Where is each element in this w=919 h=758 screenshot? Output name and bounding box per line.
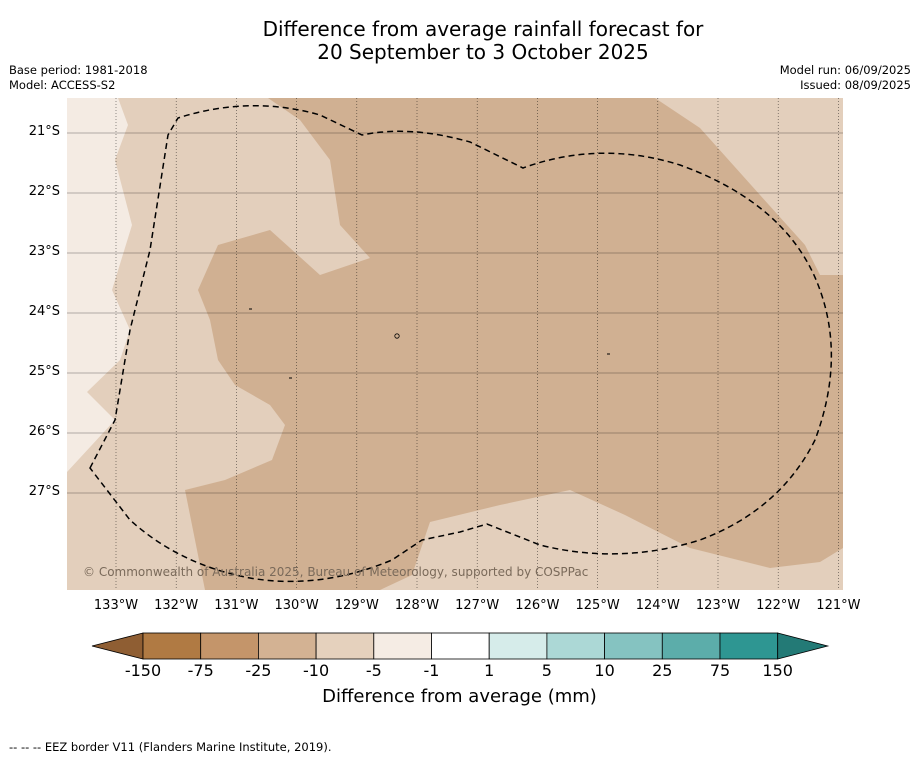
title-line-2: 20 September to 3 October 2025: [317, 40, 649, 64]
colorbar-tick-label: -75: [187, 661, 214, 680]
graticule: [67, 98, 843, 590]
title-line-1: Difference from average rainfall forecas…: [262, 17, 704, 41]
latitude-label: 24°S: [28, 304, 60, 319]
colorbar: [91, 632, 830, 660]
eez-footnote: -- -- -- EEZ border V11 (Flanders Marine…: [9, 740, 332, 754]
longitude-label: 128°W: [394, 598, 440, 613]
colorbar-tick-label: 10: [594, 661, 615, 680]
longitude-label: 133°W: [93, 598, 139, 613]
colorbar-tick-label: -25: [245, 661, 272, 680]
latitude-label: 26°S: [28, 424, 60, 439]
eez-border: [89, 104, 833, 583]
base-period: Base period: 1981-2018: [9, 63, 148, 77]
issued-date: Issued: 08/09/2025: [800, 78, 911, 92]
longitude-label: 122°W: [756, 598, 801, 613]
meta-right: Model run: 06/09/2025 Issued: 08/09/2025: [780, 63, 911, 93]
colorbar-tick-label: -150: [124, 661, 162, 680]
colorbar-swatch: [200, 632, 259, 660]
colorbar-tick-label: 25: [652, 661, 673, 680]
longitude-label: 123°W: [695, 598, 741, 613]
longitude-label: 132°W: [154, 598, 199, 613]
colorbar-tick-label: 1: [484, 661, 495, 680]
colorbar-tick-label: -1: [423, 661, 440, 680]
meta-left: Base period: 1981-2018 Model: ACCESS-S2: [9, 63, 148, 93]
colorbar-swatch: [315, 632, 375, 660]
colorbar-extend-low: [91, 632, 144, 660]
colorbar-tick-label: 5: [541, 661, 552, 680]
colorbar-swatch: [142, 632, 202, 660]
colorbar-swatch: [719, 632, 779, 660]
model-run: Model run: 06/09/2025: [779, 63, 911, 77]
region-minus25-to-minus10: [185, 98, 843, 590]
colorbar-tick-label: 75: [709, 661, 731, 680]
colorbar-swatch: [257, 632, 317, 660]
colorbar-title: Difference from average (mm): [322, 686, 597, 707]
map-title: Difference from average rainfall forecas…: [0, 18, 919, 64]
copyright-text: © Commonwealth of Australia 2025, Bureau…: [83, 565, 589, 579]
latitude-label: 22°S: [28, 184, 60, 199]
longitude-label: 129°W: [334, 598, 379, 613]
longitude-label: 131°W: [214, 598, 259, 613]
colorbar-swatch: [661, 632, 721, 660]
latitude-label: 21°S: [28, 124, 60, 139]
colorbar-swatch: [431, 632, 490, 660]
colorbar-tick-label: 150: [762, 661, 793, 680]
colorbar-swatch: [373, 632, 432, 660]
model-name: Model: ACCESS-S2: [9, 78, 116, 92]
colorbar-swatch: [604, 632, 663, 660]
longitude-label: 126°W: [515, 598, 560, 613]
latitude-label: 23°S: [28, 244, 60, 259]
latitude-label: 27°S: [28, 484, 60, 499]
latitude-label: 25°S: [28, 364, 60, 379]
colorbar-tick-label: -5: [365, 661, 382, 680]
longitude-label: 125°W: [575, 598, 620, 613]
longitude-label: 127°W: [455, 598, 500, 613]
colorbar-extend-high: [777, 632, 830, 660]
longitude-label: 121°W: [816, 598, 861, 613]
colorbar-swatch: [488, 632, 548, 660]
longitude-label: 130°W: [274, 598, 319, 613]
island-marker: [394, 333, 400, 339]
longitude-label: 124°W: [635, 598, 680, 613]
colorbar-tick-label: -10: [303, 661, 330, 680]
colorbar-swatch: [546, 632, 606, 660]
